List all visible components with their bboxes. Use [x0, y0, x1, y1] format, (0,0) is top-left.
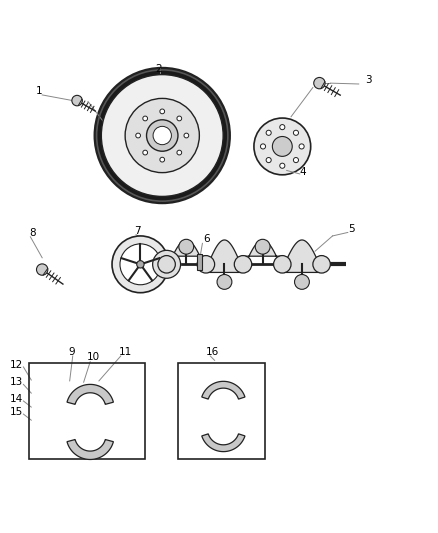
Text: 14: 14	[10, 394, 23, 404]
Circle shape	[160, 109, 165, 114]
Polygon shape	[202, 434, 245, 451]
Circle shape	[160, 157, 165, 162]
Text: 8: 8	[29, 228, 36, 238]
Bar	[197, 254, 202, 270]
Circle shape	[272, 136, 292, 156]
Circle shape	[294, 274, 309, 289]
Circle shape	[280, 163, 285, 168]
Circle shape	[147, 120, 178, 151]
Circle shape	[72, 95, 82, 106]
Circle shape	[274, 256, 291, 273]
Text: 10: 10	[87, 352, 100, 362]
Circle shape	[177, 116, 182, 121]
Text: 5: 5	[348, 223, 354, 233]
Circle shape	[112, 236, 169, 293]
Circle shape	[217, 274, 232, 289]
Circle shape	[254, 118, 311, 175]
Circle shape	[177, 150, 182, 155]
Circle shape	[234, 256, 252, 273]
Circle shape	[152, 251, 180, 278]
Circle shape	[293, 158, 299, 163]
Circle shape	[314, 77, 325, 89]
Circle shape	[280, 125, 285, 130]
Polygon shape	[169, 240, 204, 264]
Circle shape	[125, 99, 199, 173]
Circle shape	[184, 133, 189, 138]
Circle shape	[36, 264, 48, 275]
Text: 2: 2	[155, 64, 162, 74]
Polygon shape	[285, 240, 319, 272]
Circle shape	[95, 68, 230, 203]
Bar	[29, 362, 145, 458]
Text: 11: 11	[119, 346, 132, 357]
Circle shape	[266, 158, 271, 163]
Text: 12: 12	[10, 360, 23, 370]
Circle shape	[299, 144, 304, 149]
Bar	[177, 362, 265, 458]
Text: 13: 13	[10, 377, 23, 387]
Text: 9: 9	[68, 346, 75, 357]
Text: 3: 3	[365, 75, 372, 85]
Polygon shape	[202, 381, 245, 399]
Text: 1: 1	[35, 86, 42, 96]
Circle shape	[197, 256, 215, 273]
Text: 4: 4	[300, 167, 307, 177]
Text: 16: 16	[206, 346, 219, 357]
Circle shape	[101, 75, 223, 197]
Circle shape	[313, 256, 330, 273]
Polygon shape	[67, 440, 113, 459]
Circle shape	[120, 244, 161, 285]
Circle shape	[255, 239, 270, 254]
Circle shape	[143, 150, 148, 155]
Circle shape	[266, 130, 271, 135]
Text: 7: 7	[134, 226, 141, 236]
Circle shape	[261, 144, 265, 149]
Text: 6: 6	[204, 235, 210, 245]
Circle shape	[136, 133, 141, 138]
Circle shape	[137, 261, 144, 268]
Text: 15: 15	[10, 407, 23, 417]
Circle shape	[153, 126, 171, 144]
Polygon shape	[67, 384, 113, 405]
Polygon shape	[208, 240, 241, 272]
Circle shape	[293, 130, 299, 135]
Circle shape	[143, 116, 148, 121]
Circle shape	[158, 256, 175, 273]
Polygon shape	[245, 240, 280, 264]
Circle shape	[179, 239, 194, 254]
